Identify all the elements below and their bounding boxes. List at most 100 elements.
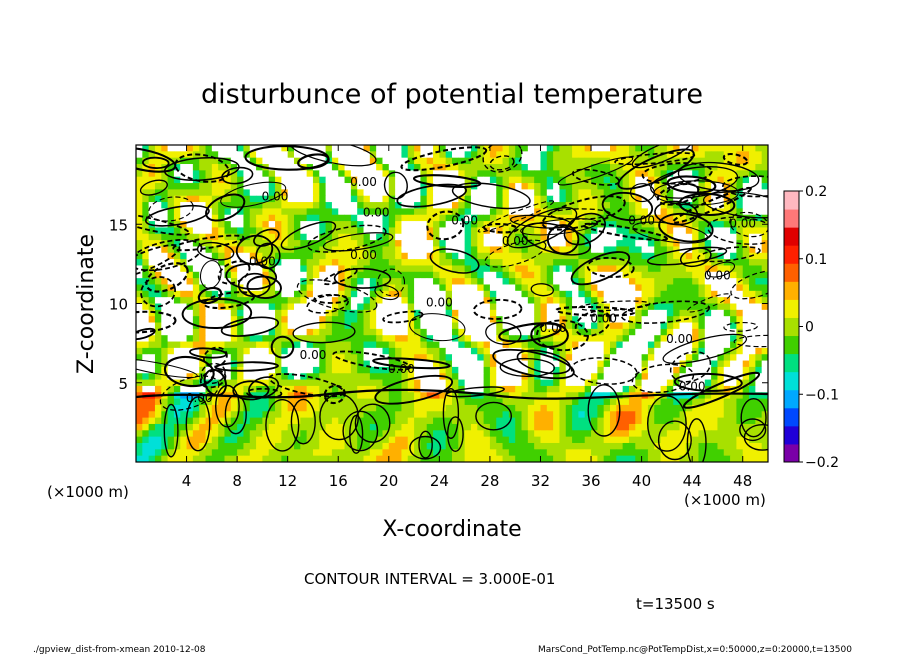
field-cell: [426, 265, 434, 273]
field-cell: [673, 240, 680, 247]
field-cell: [603, 449, 611, 457]
field-cell: [565, 170, 573, 178]
field-cell: [546, 240, 554, 247]
field-cell: [666, 322, 674, 330]
field-cell: [237, 341, 244, 349]
field-cell: [470, 430, 478, 438]
field-cell: [635, 189, 642, 197]
field-cell: [180, 335, 187, 342]
field-cell: [426, 278, 434, 285]
field-cell: [262, 449, 270, 457]
field-cell: [660, 385, 668, 393]
field-cell: [483, 208, 491, 216]
field-cell: [654, 303, 661, 311]
field-cell: [312, 316, 320, 323]
field-cell: [350, 430, 358, 438]
field-cell: [357, 354, 364, 361]
field-cell: [154, 278, 162, 285]
field-cell: [692, 373, 699, 380]
field-cell: [647, 170, 655, 178]
field-cell: [559, 246, 567, 254]
field-cell: [420, 214, 428, 222]
field-cell: [489, 404, 497, 412]
field-cell: [224, 265, 232, 273]
field-cell: [641, 316, 649, 323]
field-cell: [679, 316, 687, 323]
field-cell: [433, 164, 440, 171]
field-cell: [610, 449, 617, 457]
field-cell: [616, 436, 624, 444]
field-cell: [350, 259, 358, 266]
field-cell: [433, 404, 440, 412]
field-cell: [755, 259, 763, 266]
field-cell: [230, 373, 238, 380]
field-cell: [755, 278, 763, 285]
field-cell: [388, 392, 396, 399]
field-cell: [616, 157, 624, 165]
field-cell: [521, 341, 529, 349]
field-cell: [363, 170, 371, 178]
field-cell: [489, 176, 497, 184]
field-cell: [268, 214, 276, 222]
field-cell: [717, 335, 725, 342]
field-cell: [331, 208, 339, 216]
field-cell: [616, 309, 624, 317]
field-cell: [578, 297, 586, 304]
field-cell: [281, 189, 289, 197]
field-cell: [433, 423, 440, 431]
field-cell: [483, 303, 491, 311]
field-cell: [148, 233, 156, 241]
field-cell: [433, 417, 440, 425]
field-cell: [161, 385, 168, 393]
field-cell: [502, 246, 510, 254]
field-cell: [211, 449, 219, 457]
field-cell: [312, 208, 320, 216]
field-cell: [192, 303, 200, 311]
field-cell: [660, 290, 668, 298]
field-cell: [452, 322, 459, 330]
field-cell: [584, 354, 592, 361]
field-cell: [287, 284, 295, 292]
field-cell: [749, 366, 756, 374]
field-cell: [660, 189, 668, 197]
field-cell: [230, 246, 238, 254]
field-cell: [527, 202, 535, 209]
field-cell: [591, 373, 598, 380]
field-cell: [344, 366, 352, 374]
field-cell: [515, 290, 522, 298]
field-cell: [407, 442, 415, 450]
field-cell: [679, 208, 687, 216]
field-cell: [300, 214, 308, 222]
field-cell: [382, 246, 390, 254]
field-cell: [559, 436, 567, 444]
field-cell: [338, 221, 345, 228]
field-cell: [205, 271, 213, 279]
field-cell: [186, 233, 194, 241]
field-cell: [692, 449, 699, 457]
field-cell: [363, 455, 371, 462]
field-cell: [477, 398, 484, 406]
field-cell: [407, 271, 415, 279]
field-cell: [369, 449, 377, 457]
field-cell: [357, 214, 364, 222]
field-cell: [610, 290, 617, 298]
field-cell: [180, 189, 187, 197]
field-cell: [508, 328, 516, 336]
field-cell: [553, 442, 560, 450]
field-cell: [344, 252, 352, 260]
field-cell: [395, 151, 402, 159]
field-cell: [237, 430, 244, 438]
field-cell: [717, 145, 725, 152]
field-cell: [534, 379, 541, 387]
field-cell: [357, 328, 364, 336]
field-cell: [136, 246, 143, 254]
field-cell: [597, 183, 605, 190]
field-cell: [319, 265, 326, 273]
field-cell: [439, 423, 447, 431]
field-cell: [180, 208, 187, 216]
field-cell: [527, 385, 535, 393]
field-cell: [287, 366, 295, 374]
field-cell: [369, 157, 377, 165]
field-cell: [761, 385, 768, 393]
field-cell: [704, 411, 712, 419]
